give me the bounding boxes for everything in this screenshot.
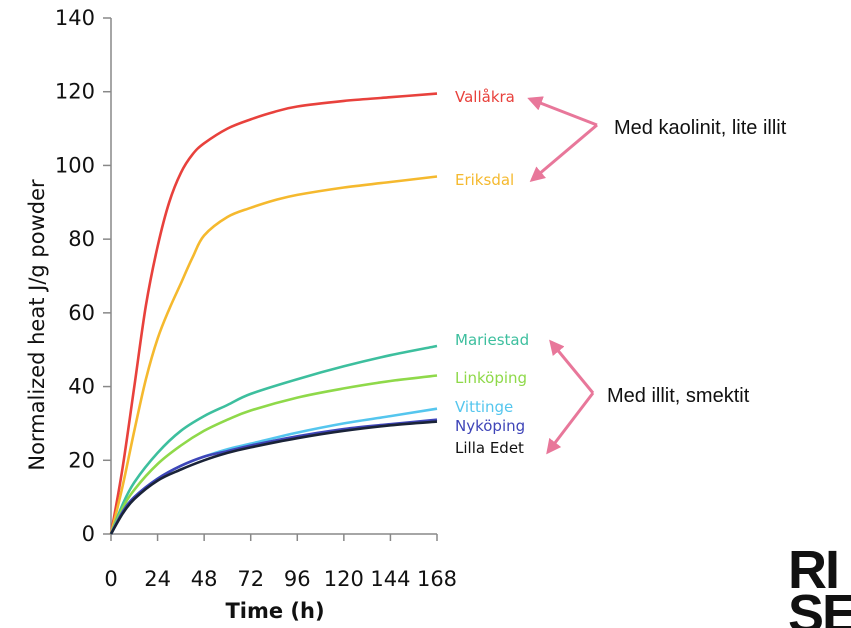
series-line-eriksdal [109, 175, 438, 535]
series-line-mariestad [109, 344, 438, 535]
x-tick-label: 96 [284, 567, 311, 591]
series-label: Vallåkra [455, 88, 515, 106]
x-axis-title: Time (h) [225, 599, 324, 623]
y-tick-label: 140 [55, 6, 95, 30]
series-line-vittinge [109, 407, 438, 535]
y-tick-label: 0 [82, 522, 95, 546]
series-labels: Vallåkra Eriksdal Mariestad Linköping Vittin… [455, 88, 529, 457]
annotation-text: Med illit, smektit [607, 385, 750, 407]
series-line-vall-kra [109, 92, 438, 535]
annotations: Med kaolinit, lite illit Med illit, smekt… [527, 96, 787, 455]
y-axis-title: Normalized heat J/g powder [25, 179, 49, 471]
x-tick-label: 48 [191, 567, 218, 591]
x-tick-label: 120 [324, 567, 364, 591]
annotation-text: Med kaolinit, lite illit [614, 117, 787, 139]
series-label: Nyköping [455, 417, 525, 435]
annotation-arrow [527, 96, 598, 127]
y-tick-label: 40 [68, 375, 95, 399]
y-tick-label: 100 [55, 153, 95, 177]
y-axis: 0 20 40 60 80 100 120 140 [55, 6, 112, 546]
rise-logo: RI SE [788, 548, 851, 628]
y-tick-label: 20 [68, 448, 95, 472]
series-label: Eriksdal [455, 171, 514, 189]
x-tick-label: 24 [144, 567, 171, 591]
logo-line-1: RI [788, 548, 840, 600]
series-label: Lilla Edet [455, 439, 524, 457]
annotation-arrow [549, 339, 595, 394]
x-axis: 0 24 48 72 96 120 144 168 [104, 533, 457, 591]
y-tick-label: 120 [55, 80, 95, 104]
annotation-arrow [546, 392, 595, 455]
x-tick-label: 72 [237, 567, 264, 591]
logo-line-2: SE [788, 584, 851, 628]
annotation-arrow [529, 123, 598, 182]
y-tick-label: 60 [68, 301, 95, 325]
series-label: Mariestad [455, 331, 529, 349]
series-label: Linköping [455, 369, 527, 387]
y-tick-label: 80 [68, 227, 95, 251]
series-line-nyk-ping [109, 418, 438, 535]
series-line-lilla-edet [109, 420, 438, 535]
series-line-link-ping [109, 374, 438, 535]
x-tick-label: 0 [104, 567, 117, 591]
series-label: Vittinge [455, 398, 513, 416]
series-lines [109, 92, 438, 535]
x-tick-label: 144 [370, 567, 410, 591]
x-tick-label: 168 [417, 567, 457, 591]
